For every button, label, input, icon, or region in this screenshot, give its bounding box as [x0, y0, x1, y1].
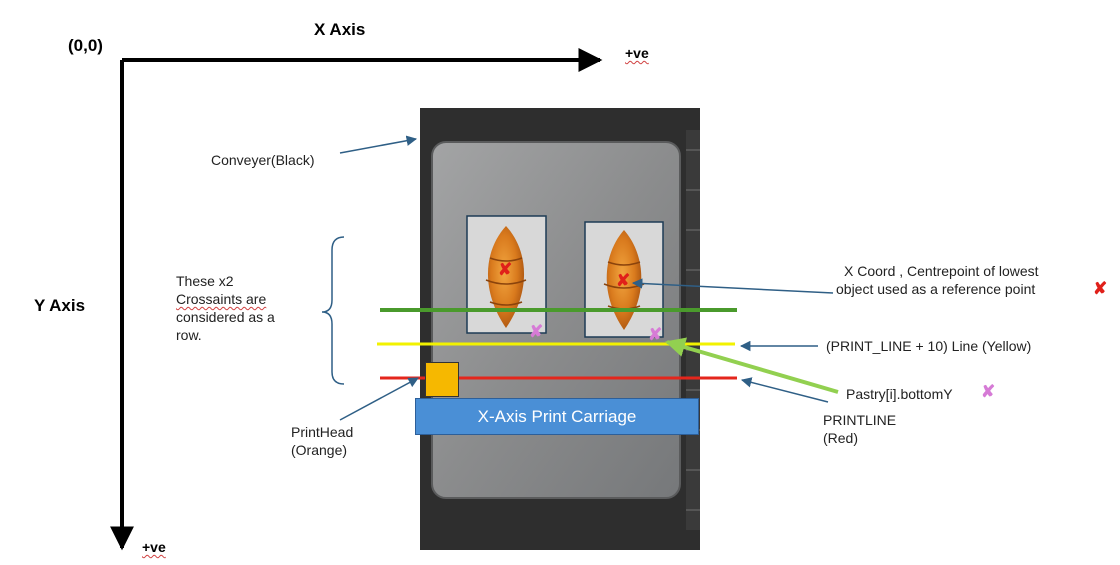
bottom-mark-2: ✘	[648, 325, 663, 344]
y-positive-label: +ve	[142, 539, 166, 555]
conveyor-rail	[686, 130, 700, 530]
printline-note-line-1: PRINTLINE	[823, 412, 897, 428]
printline-note: PRINTLINE (Red)	[823, 411, 896, 447]
reference-note-line-2: object used as a reference point	[836, 281, 1036, 297]
reference-callout-arrow	[631, 278, 834, 294]
row-note-line-2: Crossaints are	[176, 291, 267, 307]
yellow-line-label: (PRINT_LINE + 10) Line (Yellow)	[826, 338, 1032, 354]
row-note-line-3: considered as a	[176, 309, 275, 325]
printhead	[425, 362, 459, 397]
reference-note: X Coord , Centrepoint of lowest object u…	[836, 262, 1043, 298]
conveyor-callout-arrow	[339, 135, 418, 154]
printhead-note: PrintHead (Orange)	[291, 423, 353, 459]
reference-mark-1: ✘	[498, 260, 513, 279]
reference-note-line-1: X Coord , Centrepoint of lowest	[844, 263, 1039, 279]
printhead-callout-arrow	[339, 377, 419, 421]
reference-mark-2: ✘	[616, 271, 631, 290]
x-positive-label: +ve	[625, 45, 649, 61]
croissant-2	[584, 221, 664, 338]
bottomy-legend-mark: ✘	[981, 382, 996, 401]
printline-callout-arrow	[740, 377, 829, 403]
conveyor-label: Conveyer(Black)	[211, 152, 315, 168]
printhead-note-line-1: PrintHead	[291, 424, 354, 440]
bottomy-callout-arrow	[665, 337, 839, 394]
print-carriage: X-Axis Print Carriage	[415, 398, 699, 435]
row-note-line-1: These x2	[176, 273, 234, 289]
row-bracket	[321, 236, 345, 385]
row-note: These x2 Crossaints are considered as a …	[176, 272, 275, 344]
bottomy-label: Pastry[i].bottomY	[846, 385, 953, 403]
y-axis-title: Y Axis	[34, 296, 86, 315]
origin-label: (0,0)	[68, 36, 103, 55]
row-note-line-4: row.	[176, 327, 202, 343]
x-axis-title: X Axis	[314, 20, 366, 39]
reference-legend-mark: ✘	[1093, 279, 1108, 298]
bottom-mark-1: ✘	[529, 322, 544, 341]
croissant-1	[466, 215, 547, 334]
bottomy-label-text: Pastry[i].bottomY	[846, 386, 953, 402]
printhead-note-line-2: (Orange)	[291, 442, 348, 458]
printline-note-line-2: (Red)	[823, 430, 859, 446]
